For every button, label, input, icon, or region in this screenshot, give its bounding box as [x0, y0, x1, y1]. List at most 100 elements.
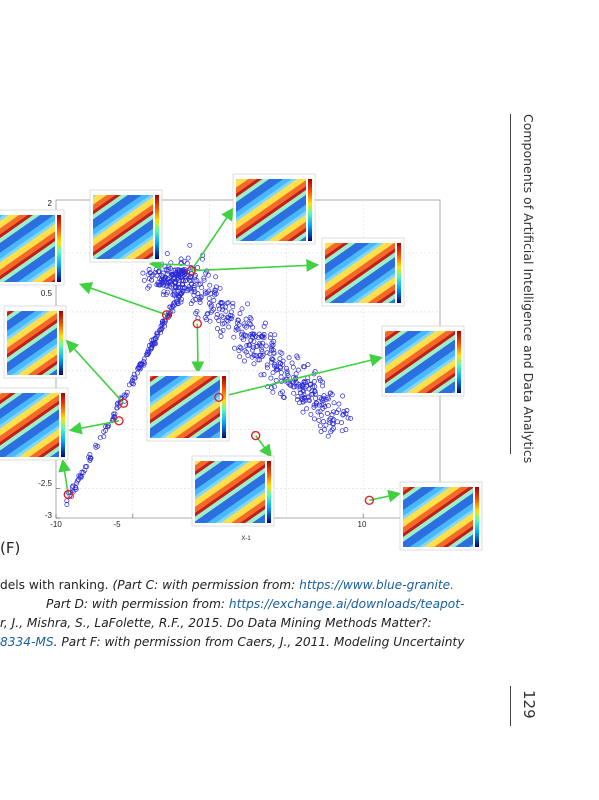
realization-thumbnail — [0, 209, 65, 286]
caption-link[interactable]: https://www.blue-granite. — [299, 578, 455, 592]
scatter-point — [87, 457, 93, 463]
scatter-point — [146, 349, 152, 355]
scatter-point — [148, 345, 154, 351]
scatter-point — [213, 274, 219, 280]
scatter-point — [302, 364, 307, 370]
scatter-point — [137, 366, 143, 372]
scatter-point — [328, 390, 333, 396]
scatter-point — [161, 320, 167, 326]
scatter-point — [255, 335, 261, 341]
scatter-point — [329, 427, 335, 433]
scatter-point — [323, 422, 329, 428]
scatter-point — [185, 286, 191, 292]
scatter-point — [293, 371, 299, 377]
scatter-point — [306, 386, 312, 392]
thumbnail-field — [385, 331, 455, 393]
y-tick-label: -2.5 — [38, 479, 52, 488]
scatter-point — [64, 502, 70, 507]
scatter-point — [316, 417, 322, 423]
scatter-point — [187, 242, 193, 248]
scatter-point — [228, 316, 234, 322]
scatter-point — [261, 323, 267, 329]
thumbnail-field — [195, 461, 265, 523]
scatter-point — [207, 318, 213, 324]
scatter-point — [311, 379, 317, 384]
scatter-point — [231, 334, 237, 340]
thumbnail-field — [0, 215, 55, 282]
scatter-point — [208, 309, 214, 315]
scatter-point — [239, 306, 245, 312]
caption-line-2: Part D: with permission from: https://ex… — [0, 595, 500, 614]
scatter-point — [171, 275, 177, 280]
page-number-text: 129 — [520, 690, 538, 719]
scatter-point — [157, 275, 163, 281]
thumbnail-colorbar — [475, 487, 479, 547]
scatter-point — [226, 324, 232, 330]
caption-text: dels with ranking. — [0, 578, 113, 592]
scatter-point — [320, 398, 325, 404]
scatter-point — [317, 378, 323, 384]
scatter-point — [160, 292, 166, 298]
scatter-point — [298, 390, 304, 396]
scatter-point — [260, 352, 266, 358]
scatter-point — [136, 365, 142, 371]
scatter-point — [249, 331, 255, 337]
scatter-point — [279, 350, 285, 356]
scatter-point — [167, 278, 173, 284]
scatter-point — [171, 291, 177, 297]
scatter-point — [194, 308, 200, 314]
scatter-point — [320, 419, 326, 425]
scatter-point — [275, 367, 281, 372]
scatter-point — [205, 310, 211, 316]
scatter-point — [175, 273, 181, 279]
scatter-point — [280, 394, 286, 400]
scatter-point — [191, 292, 197, 298]
scatter-point — [121, 392, 127, 398]
caption-link[interactable]: https://exchange.ai/downloads/teapot- — [228, 597, 465, 611]
scatter-point — [215, 303, 221, 309]
scatter-point — [228, 309, 234, 315]
scatter-point — [279, 362, 285, 368]
scatter-point — [73, 484, 79, 490]
scatter-point — [307, 382, 313, 388]
scatter-point — [164, 251, 170, 257]
scatter-point — [144, 349, 150, 355]
thumbnail-colorbar — [155, 195, 159, 259]
scatter-point — [261, 372, 267, 378]
scatter-point — [200, 256, 205, 262]
highlighted-point — [364, 495, 375, 506]
scatter-point — [344, 408, 350, 413]
realization-thumbnail — [232, 173, 316, 245]
scatter-point — [248, 337, 254, 343]
scatter-point — [211, 306, 217, 312]
scatter-point — [165, 289, 170, 295]
scatter-point — [261, 332, 267, 337]
scatter-point — [132, 375, 138, 381]
arrow — [148, 257, 186, 271]
scatter-point — [259, 349, 265, 355]
scatter-point — [220, 314, 226, 320]
scatter-point — [261, 335, 267, 340]
highlighted-point — [250, 430, 261, 441]
scatter-point — [269, 359, 275, 365]
thumbnail-field — [0, 393, 59, 457]
scatter-point — [296, 400, 302, 406]
scatter-point — [278, 391, 283, 396]
scatter-point — [141, 362, 147, 368]
scatter-point — [249, 347, 255, 353]
scatter-point — [101, 434, 107, 440]
scatter-point — [295, 367, 301, 373]
scatter-point — [197, 299, 203, 305]
scatter-point — [243, 324, 249, 330]
caption-link[interactable]: 8334-MS — [0, 635, 54, 649]
scatter-point — [324, 411, 330, 416]
scatter-point — [264, 350, 270, 356]
scatter-point — [257, 340, 263, 346]
scatter-point — [343, 427, 349, 433]
scatter-point — [348, 415, 354, 421]
figure-caption: dels with ranking. (Part C: with permiss… — [0, 576, 500, 652]
scatter-point — [267, 335, 273, 341]
arrows — [58, 207, 402, 503]
scatter-point — [286, 355, 292, 361]
scatter-point — [247, 315, 253, 320]
